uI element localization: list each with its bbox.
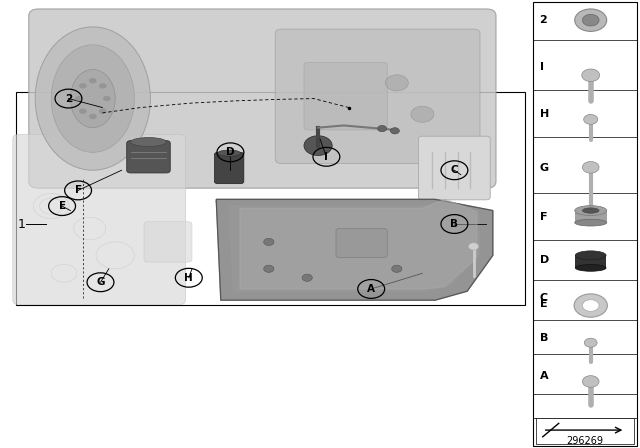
Text: B: B <box>540 333 548 343</box>
Text: H: H <box>184 273 193 283</box>
Circle shape <box>378 125 387 132</box>
Ellipse shape <box>131 138 166 146</box>
Circle shape <box>302 274 312 281</box>
Text: H: H <box>540 109 548 119</box>
Text: I: I <box>540 62 543 72</box>
Text: E: E <box>58 201 66 211</box>
Text: A: A <box>367 284 375 294</box>
FancyBboxPatch shape <box>275 29 480 164</box>
Text: 2: 2 <box>540 15 547 25</box>
Bar <box>16 92 525 305</box>
Ellipse shape <box>582 208 599 213</box>
Circle shape <box>574 294 607 317</box>
Ellipse shape <box>218 150 241 156</box>
Bar <box>536 418 634 444</box>
FancyBboxPatch shape <box>304 63 387 130</box>
Circle shape <box>353 243 364 250</box>
Circle shape <box>582 375 599 387</box>
Circle shape <box>575 9 607 31</box>
Circle shape <box>103 96 111 101</box>
Circle shape <box>99 108 107 114</box>
Text: D: D <box>226 147 235 157</box>
Circle shape <box>79 83 86 89</box>
Text: E: E <box>540 299 547 309</box>
Text: B: B <box>451 219 458 229</box>
Circle shape <box>582 300 599 311</box>
Polygon shape <box>229 206 480 291</box>
FancyBboxPatch shape <box>419 136 490 200</box>
Circle shape <box>584 338 597 347</box>
FancyBboxPatch shape <box>127 141 170 173</box>
Text: C: C <box>451 165 458 175</box>
FancyBboxPatch shape <box>13 134 186 305</box>
Text: G: G <box>540 163 548 173</box>
Text: A: A <box>540 371 548 381</box>
Circle shape <box>584 115 598 125</box>
Ellipse shape <box>575 264 606 271</box>
Bar <box>533 2 637 446</box>
Ellipse shape <box>575 251 606 260</box>
Bar <box>575 210 607 223</box>
Circle shape <box>89 114 97 119</box>
Ellipse shape <box>35 27 150 170</box>
Circle shape <box>411 106 434 122</box>
Circle shape <box>392 265 402 272</box>
Circle shape <box>582 69 600 82</box>
Text: G: G <box>96 277 105 287</box>
Circle shape <box>468 243 479 250</box>
Circle shape <box>582 14 599 26</box>
Ellipse shape <box>575 219 607 226</box>
Circle shape <box>304 136 332 155</box>
FancyBboxPatch shape <box>336 228 387 258</box>
Polygon shape <box>240 199 477 289</box>
Ellipse shape <box>70 69 115 128</box>
Circle shape <box>390 128 399 134</box>
Text: 296269: 296269 <box>566 436 604 446</box>
Circle shape <box>582 161 599 173</box>
FancyBboxPatch shape <box>29 9 496 188</box>
FancyBboxPatch shape <box>214 152 244 184</box>
Bar <box>575 255 606 268</box>
Text: F: F <box>74 185 82 195</box>
Circle shape <box>264 265 274 272</box>
Text: I: I <box>324 152 328 162</box>
Polygon shape <box>216 199 493 300</box>
Ellipse shape <box>575 206 607 215</box>
Text: F: F <box>540 212 547 222</box>
Circle shape <box>75 96 83 101</box>
Text: C: C <box>540 293 548 303</box>
Text: 2: 2 <box>65 94 72 103</box>
Circle shape <box>385 75 408 91</box>
Circle shape <box>264 238 274 246</box>
FancyBboxPatch shape <box>144 222 192 262</box>
Circle shape <box>99 83 107 89</box>
Circle shape <box>89 78 97 83</box>
Text: D: D <box>540 255 548 265</box>
Ellipse shape <box>51 45 134 152</box>
Circle shape <box>79 108 86 114</box>
Text: 1: 1 <box>18 217 26 231</box>
